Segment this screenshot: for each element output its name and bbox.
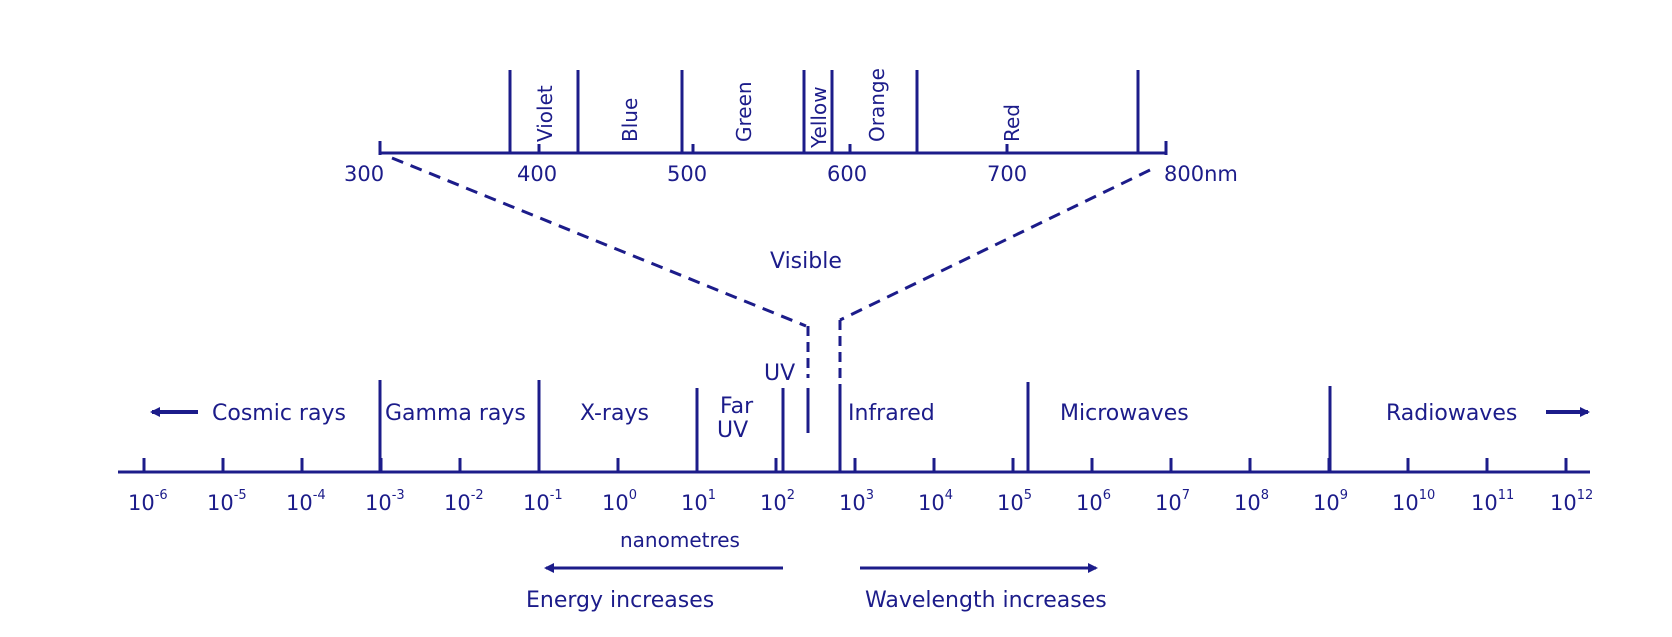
main-axis-ticks bbox=[142, 458, 1568, 472]
main-tick-label--5: 10-5 bbox=[207, 488, 247, 515]
color-label-blue: Blue bbox=[618, 98, 642, 142]
color-label-violet: Violet bbox=[533, 85, 557, 142]
main-tick-label-3: 103 bbox=[839, 488, 874, 515]
main-tick-label-4: 104 bbox=[918, 488, 953, 515]
main-tick-label-12: 1012 bbox=[1550, 488, 1593, 515]
visible-connector-left bbox=[391, 156, 807, 328]
band-label-far: Far bbox=[720, 394, 754, 419]
axis-unit-label: nanometres bbox=[620, 528, 740, 552]
visible-connector-right bbox=[839, 168, 1151, 322]
visible-tick-500: 500 bbox=[667, 162, 707, 186]
band-label-infrared: Infrared bbox=[848, 401, 935, 426]
band-label-microwaves: Microwaves bbox=[1060, 401, 1189, 426]
visible-tick-400: 400 bbox=[517, 162, 557, 186]
color-label-orange: Orange bbox=[865, 68, 889, 142]
main-spectrum: 10-6 10-5 10-4 10-3 10-2 10-1 100 101 102 103 104 1… bbox=[118, 380, 1593, 552]
visible-tick-700: 700 bbox=[987, 162, 1027, 186]
main-tick-label-5: 105 bbox=[997, 488, 1032, 515]
main-tick-label-7: 107 bbox=[1155, 488, 1190, 515]
color-label-green: Green bbox=[732, 81, 756, 142]
main-tick-label-6: 106 bbox=[1076, 488, 1111, 515]
main-tick-label-9: 109 bbox=[1313, 488, 1348, 515]
main-axis-tick-labels: 10-6 10-5 10-4 10-3 10-2 10-1 100 101 102 103 104 1… bbox=[128, 488, 1593, 515]
color-label-yellow: Yellow bbox=[807, 86, 831, 149]
main-tick-label--1: 10-1 bbox=[523, 488, 563, 515]
main-tick-label-11: 1011 bbox=[1471, 488, 1514, 515]
visible-tick-800: 800nm bbox=[1164, 162, 1238, 186]
band-label-radiowaves: Radiowaves bbox=[1386, 401, 1517, 426]
band-label-x-rays: X-rays bbox=[580, 401, 649, 426]
visible-scale: Violet Blue Green Yellow Orange Red 300 … bbox=[344, 68, 1238, 186]
wavelength-increases-label: Wavelength increases bbox=[865, 588, 1107, 613]
main-tick-label-2: 102 bbox=[760, 488, 795, 515]
main-tick-label-10: 1010 bbox=[1392, 488, 1435, 515]
main-tick-label-1: 101 bbox=[681, 488, 716, 515]
visible-tick-600: 600 bbox=[827, 162, 867, 186]
band-label-gamma-rays: Gamma rays bbox=[385, 401, 526, 426]
main-tick-label--4: 10-4 bbox=[286, 488, 326, 515]
visible-label: Visible bbox=[770, 249, 842, 274]
uv-label: UV bbox=[764, 361, 795, 386]
main-tick-label--2: 10-2 bbox=[444, 488, 484, 515]
band-label-cosmic-rays: Cosmic rays bbox=[212, 401, 346, 426]
energy-increases-label: Energy increases bbox=[526, 588, 714, 613]
band-label-far-uv: UV bbox=[717, 418, 748, 443]
main-tick-label-8: 108 bbox=[1234, 488, 1269, 515]
main-tick-label--6: 10-6 bbox=[128, 488, 168, 515]
color-label-red: Red bbox=[1000, 104, 1024, 142]
main-tick-label--3: 10-3 bbox=[365, 488, 405, 515]
visible-tick-300: 300 bbox=[344, 162, 384, 186]
main-tick-label-0: 100 bbox=[602, 488, 637, 515]
